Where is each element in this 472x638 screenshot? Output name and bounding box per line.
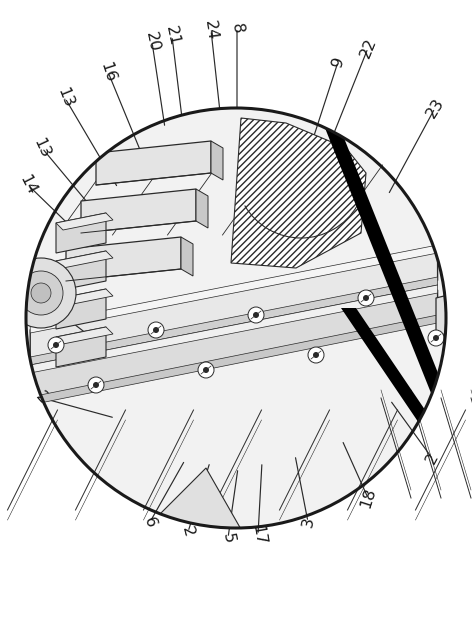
Circle shape [88, 377, 104, 393]
Polygon shape [30, 285, 438, 373]
Polygon shape [56, 289, 113, 306]
Polygon shape [56, 327, 113, 344]
Polygon shape [196, 189, 208, 228]
Polygon shape [30, 315, 438, 405]
Text: 16: 16 [98, 60, 118, 84]
Text: 12: 12 [28, 285, 52, 311]
Polygon shape [36, 508, 120, 603]
Text: 23: 23 [423, 96, 447, 121]
Text: 13: 13 [31, 136, 53, 160]
Polygon shape [156, 468, 246, 588]
Text: 17: 17 [249, 524, 267, 546]
Circle shape [26, 108, 446, 528]
Text: 8: 8 [229, 22, 245, 34]
Circle shape [31, 283, 51, 303]
Polygon shape [436, 283, 472, 388]
Text: 3: 3 [300, 516, 316, 528]
Polygon shape [211, 141, 223, 180]
Polygon shape [231, 118, 366, 268]
Polygon shape [96, 141, 211, 185]
Polygon shape [451, 373, 472, 473]
Circle shape [358, 290, 374, 306]
Text: 5: 5 [220, 531, 236, 544]
Circle shape [308, 347, 324, 363]
Text: 14: 14 [17, 172, 39, 198]
Circle shape [48, 337, 64, 353]
Circle shape [428, 330, 444, 346]
Circle shape [148, 322, 164, 338]
Polygon shape [321, 118, 472, 468]
Text: 2: 2 [423, 450, 441, 466]
Circle shape [198, 362, 214, 378]
Circle shape [313, 352, 319, 358]
Text: 18: 18 [358, 486, 378, 510]
Polygon shape [56, 213, 113, 230]
Circle shape [53, 342, 59, 348]
Circle shape [93, 382, 99, 388]
Text: 9: 9 [329, 55, 347, 69]
Circle shape [433, 335, 439, 341]
Circle shape [248, 307, 264, 323]
Polygon shape [56, 251, 106, 291]
Text: 2: 2 [179, 525, 196, 539]
Text: 2: 2 [33, 389, 51, 407]
Text: 6: 6 [141, 515, 159, 529]
Circle shape [6, 258, 76, 328]
Polygon shape [30, 250, 438, 360]
Polygon shape [56, 251, 113, 268]
Circle shape [153, 327, 159, 333]
Circle shape [203, 367, 209, 373]
Circle shape [253, 312, 259, 318]
Polygon shape [341, 308, 461, 463]
Text: 13: 13 [54, 85, 76, 110]
Polygon shape [56, 289, 106, 329]
Polygon shape [181, 237, 193, 276]
Polygon shape [30, 277, 438, 365]
Text: 20: 20 [143, 31, 161, 54]
Polygon shape [30, 245, 438, 333]
Text: 21: 21 [162, 24, 181, 47]
Polygon shape [66, 237, 181, 281]
Polygon shape [56, 213, 106, 253]
Polygon shape [56, 327, 106, 367]
Text: 22: 22 [357, 36, 379, 60]
Circle shape [363, 295, 369, 301]
Circle shape [19, 271, 63, 315]
Polygon shape [30, 290, 438, 400]
Polygon shape [81, 189, 196, 233]
Text: 24: 24 [202, 19, 220, 41]
